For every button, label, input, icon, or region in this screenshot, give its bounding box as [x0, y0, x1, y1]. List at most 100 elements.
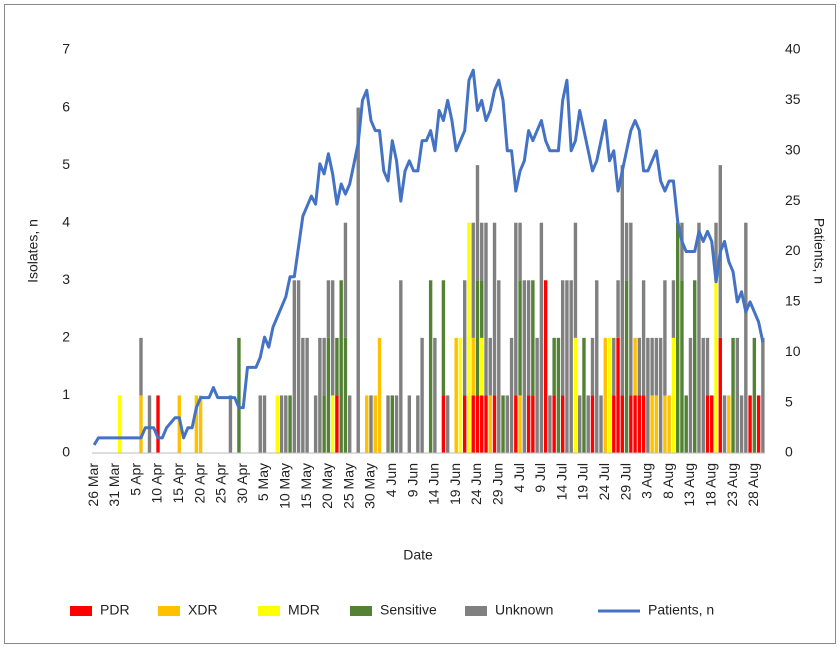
y2-tick-label: 35 [785, 91, 801, 107]
x-tick-label: 23 Aug [724, 463, 740, 507]
bar-segment [228, 395, 233, 453]
bar-segment [641, 280, 646, 396]
bar-segment [279, 395, 284, 453]
bar-segment [714, 280, 718, 453]
x-tick-label: 10 Apr [149, 463, 165, 504]
bar-segment [680, 222, 684, 281]
x-tick-label: 8 Aug [660, 463, 676, 499]
bar-segment [509, 337, 514, 453]
bar-segment [718, 337, 722, 453]
bar-segment [356, 107, 360, 454]
bar-segment [194, 395, 199, 453]
bar-segment [714, 222, 718, 281]
x-tick-label: 30 May [362, 463, 378, 509]
x-tick-label: 10 May [277, 463, 293, 509]
bar-segment [535, 337, 539, 453]
bar-segment [463, 395, 467, 453]
legend-swatch [465, 606, 487, 616]
bar-segment [590, 395, 595, 453]
patients-line [92, 68, 765, 446]
bar-segment [343, 337, 348, 453]
bar-segment [365, 395, 369, 453]
y-tick-label: 6 [62, 98, 70, 114]
bar-segment [416, 395, 420, 453]
bar-segment [347, 395, 352, 453]
bar-segment [454, 337, 458, 453]
bar-segment [318, 337, 322, 453]
bar-segment [654, 337, 659, 396]
bar-segment [539, 222, 544, 453]
bar-segment [441, 280, 446, 396]
bar-segment [616, 337, 620, 453]
bar-segment [262, 395, 267, 453]
bar-segment [650, 395, 654, 453]
bar-segment [407, 395, 412, 453]
legend-label: Unknown [495, 602, 553, 618]
x-tick-label: 24 Jun [468, 463, 484, 505]
bar-segment [624, 222, 629, 281]
bar-segment [748, 395, 752, 453]
bar-segment [117, 395, 122, 453]
bar-segment [480, 337, 484, 396]
y-tick-label: 7 [62, 41, 70, 57]
bar-segment [667, 395, 671, 453]
legend-label: PDR [100, 602, 130, 618]
bar-segment [492, 395, 497, 453]
bar-segment [731, 337, 735, 453]
y-tick-label: 5 [62, 156, 70, 172]
bar-segment [488, 337, 492, 396]
bar-segment [727, 395, 731, 453]
bar-segment [198, 395, 203, 453]
bar-segment [705, 337, 710, 396]
bar-segment [578, 395, 582, 453]
y2-tick-label: 25 [785, 192, 801, 208]
bar-segment [326, 337, 331, 453]
bar-segment [288, 395, 292, 453]
bar-segment [492, 222, 497, 396]
x-tick-label: 19 Jul [575, 463, 591, 500]
bar-segment [560, 280, 565, 396]
y-tick-label: 3 [62, 271, 70, 287]
bar-segment [237, 337, 241, 453]
frame [4, 4, 836, 644]
bar-segment [697, 222, 701, 453]
bar-segment [501, 395, 505, 453]
bar-segment [488, 395, 492, 453]
x-tick-label: 20 May [319, 463, 335, 509]
bar-segment [313, 395, 318, 453]
bar-segment [335, 337, 339, 396]
legend-swatch [70, 606, 92, 616]
bar-segment [565, 280, 569, 453]
x-tick-label: 28 Aug [745, 463, 761, 507]
bar-segment [445, 395, 450, 453]
bar-segment [543, 280, 548, 453]
bar-segment [616, 280, 620, 338]
bar-segment [531, 280, 535, 396]
bar-segment [518, 280, 522, 396]
y2-tick-label: 15 [785, 293, 801, 309]
x-axis-title: Date [403, 547, 433, 563]
bar-segment [569, 280, 573, 453]
x-tick-label: 9 Jun [404, 463, 420, 497]
bar-segment [663, 395, 667, 453]
x-tick-label: 5 May [255, 463, 271, 501]
bar-segment [433, 337, 437, 453]
x-tick-label: 4 Jun [383, 463, 399, 497]
bar-segment [518, 395, 522, 453]
bar-segment [637, 337, 642, 396]
legend-swatch [258, 606, 280, 616]
y-tick-label: 1 [62, 386, 70, 402]
bar-segment [390, 395, 394, 453]
bar-segment [475, 395, 480, 453]
bar-segment [475, 165, 480, 281]
bar-segment [658, 337, 663, 453]
bar-segment [480, 280, 484, 338]
bar-segment [590, 337, 595, 396]
bar-segment [471, 395, 475, 453]
bar-segment [586, 395, 590, 453]
bar-segment [343, 222, 348, 338]
bar-segment [526, 395, 531, 453]
x-tick-label: 25 May [340, 463, 356, 509]
bar-segment [484, 222, 488, 396]
bar-segment [147, 395, 152, 453]
